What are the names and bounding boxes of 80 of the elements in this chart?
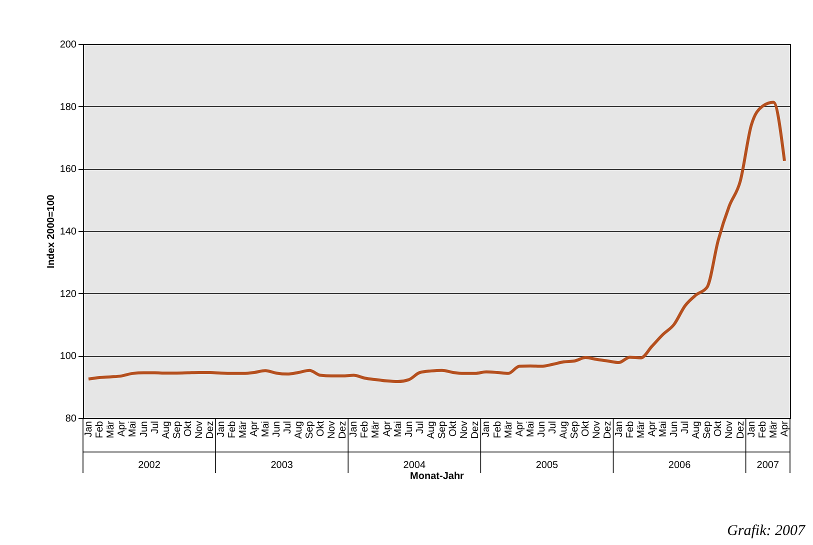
y-tick-label: 100 bbox=[60, 351, 77, 362]
x-tick-label: Apr bbox=[116, 420, 128, 437]
x-tick-label: Mär bbox=[768, 420, 780, 438]
y-tick-label: 160 bbox=[60, 164, 77, 176]
x-tick-label: Dez bbox=[735, 421, 746, 439]
text: 2007 bbox=[756, 460, 780, 471]
text: Grafik: 2007 bbox=[727, 523, 806, 539]
x-tick-label: Feb bbox=[624, 420, 636, 438]
x-tick-label: Dez bbox=[205, 421, 216, 439]
text: 2005 bbox=[536, 460, 559, 471]
x-tick-label: Mai bbox=[392, 421, 404, 438]
x-tick-label: Jan bbox=[614, 421, 625, 438]
x-tick-label: Nov bbox=[194, 421, 205, 439]
x-tick-label: Apr bbox=[382, 420, 393, 437]
x-tick-label: Apr bbox=[249, 420, 260, 437]
y-tick-label: 140 bbox=[60, 226, 77, 238]
x-tick-label: Okt bbox=[448, 420, 460, 437]
x-tick-label: Jun bbox=[536, 421, 548, 438]
x-tick-label: Sep bbox=[172, 420, 183, 439]
x-axis-title: Monat-Jahr bbox=[410, 471, 464, 482]
x-tick-label: Sep bbox=[304, 420, 316, 439]
x-tick-label: Okt bbox=[316, 420, 327, 437]
x-tick-label: Nov bbox=[459, 421, 470, 439]
x-tick-label: Jun bbox=[138, 421, 150, 438]
x-tick-label: Nov bbox=[592, 421, 603, 439]
x-tick-label: Apr bbox=[646, 420, 658, 437]
x-tick-label: Mai bbox=[260, 421, 272, 438]
x-tick-label: Jul bbox=[680, 421, 692, 434]
x-tick-label: Jun bbox=[669, 421, 680, 438]
x-tick-label: Dez bbox=[602, 421, 614, 439]
x-tick-label: Jan bbox=[348, 421, 360, 438]
x-tick-label: Nov bbox=[724, 421, 736, 439]
x-tick-label: Mär bbox=[238, 420, 250, 438]
x-tick-label: Mär bbox=[106, 420, 117, 438]
x-tick-label: Sep bbox=[437, 420, 448, 439]
x-tick-label: Dez bbox=[338, 421, 349, 439]
x-tick-label: Apr bbox=[779, 420, 790, 437]
x-tick-label: Okt bbox=[580, 420, 592, 437]
x-tick-label: Mär bbox=[370, 420, 382, 438]
x-tick-label: Jan bbox=[481, 421, 492, 438]
y-tick-label: 120 bbox=[60, 288, 77, 300]
x-tick-label: Mai bbox=[658, 421, 669, 438]
x-tick-label: Sep bbox=[570, 420, 581, 439]
x-tick-label: Nov bbox=[326, 421, 338, 439]
x-tick-label: Jul bbox=[282, 421, 294, 434]
x-tick-label: Jan bbox=[216, 421, 228, 438]
x-tick-label: Sep bbox=[702, 420, 714, 439]
x-tick-label: Aug bbox=[293, 421, 304, 439]
text: 2002 bbox=[138, 460, 161, 471]
x-tick-label: Feb bbox=[227, 420, 238, 438]
x-tick-label: Jul bbox=[150, 421, 161, 434]
x-tick-label: Jun bbox=[404, 421, 415, 438]
x-tick-label: Aug bbox=[426, 421, 437, 439]
x-tick-label: Feb bbox=[94, 420, 106, 438]
x-tick-label: Mai bbox=[525, 421, 536, 438]
x-tick-label: Mär bbox=[503, 420, 514, 438]
y-axis-title: Index 2000=100 bbox=[46, 194, 57, 268]
x-tick-label: Okt bbox=[182, 420, 194, 437]
x-tick-label: Aug bbox=[160, 421, 172, 439]
y-tick-label: 180 bbox=[60, 102, 77, 113]
y-tick-label: 200 bbox=[60, 40, 77, 50]
x-tick-label: Jun bbox=[271, 421, 282, 438]
x-tick-label: Jul bbox=[547, 421, 558, 434]
x-tick-label: Feb bbox=[757, 420, 768, 438]
x-tick-label: Dez bbox=[470, 421, 482, 439]
x-tick-label: Jan bbox=[84, 421, 95, 438]
text: 2006 bbox=[668, 460, 692, 471]
text: 2003 bbox=[270, 460, 294, 471]
x-tick-label: Apr bbox=[514, 420, 526, 437]
x-tick-label: Mär bbox=[636, 420, 647, 438]
text: 2004 bbox=[403, 460, 426, 471]
x-tick-label: Okt bbox=[713, 420, 724, 437]
x-tick-label: Mai bbox=[128, 421, 139, 438]
x-tick-label: Feb bbox=[492, 420, 504, 438]
x-tick-label: Feb bbox=[360, 420, 371, 438]
x-tick-label: Jan bbox=[746, 421, 758, 438]
x-tick-label: Aug bbox=[558, 421, 570, 439]
x-tick-label: Jul bbox=[414, 421, 426, 434]
y-tick-label: 80 bbox=[65, 414, 77, 424]
x-tick-label: Aug bbox=[691, 421, 702, 439]
